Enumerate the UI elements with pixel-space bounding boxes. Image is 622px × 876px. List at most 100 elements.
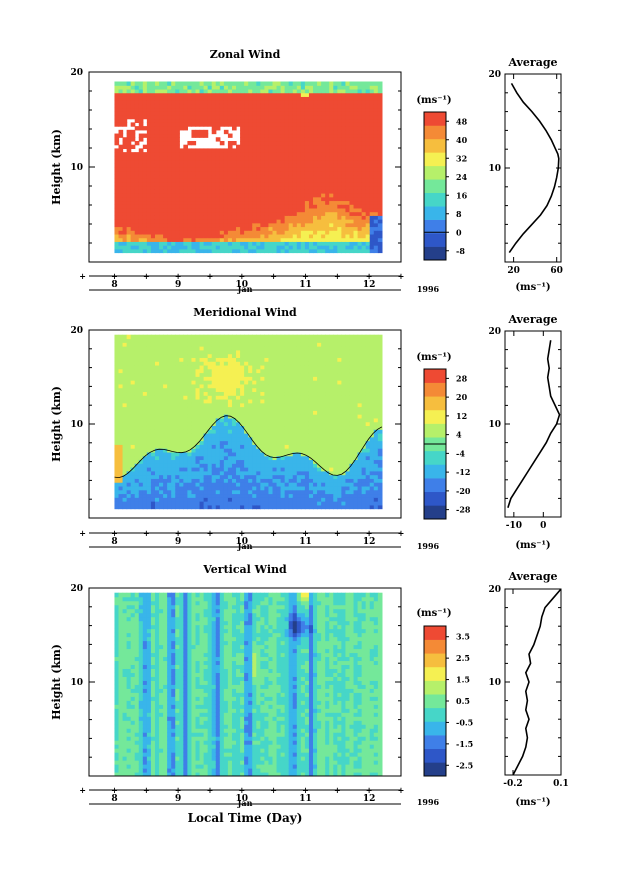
heatmap-cell — [276, 100, 282, 105]
heatmap-cell — [227, 448, 233, 453]
heatmap-cell — [154, 380, 160, 385]
heatmap-cell — [300, 170, 306, 176]
heatmap-cell — [227, 193, 233, 198]
heatmap-cell — [296, 122, 302, 127]
heatmap-cell — [215, 432, 221, 438]
heatmap-cell — [272, 100, 278, 105]
heatmap-cell — [219, 383, 225, 389]
heatmap-cell — [264, 215, 270, 220]
heatmap-cell — [118, 376, 124, 381]
heatmap-cell — [313, 103, 318, 109]
heatmap-cell — [191, 181, 197, 187]
heatmap-cell — [357, 152, 363, 157]
heatmap-cell — [130, 100, 136, 105]
heatmap-cell — [304, 111, 310, 116]
heatmap-cell — [130, 467, 136, 472]
heatmap-cell — [215, 207, 221, 213]
heatmap-cell — [146, 334, 152, 340]
heatmap-cell — [163, 140, 168, 146]
heatmap-cell — [317, 248, 322, 254]
heatmap-cell — [211, 196, 217, 202]
heatmap-cell — [333, 163, 338, 168]
heatmap-cell — [203, 233, 209, 239]
heatmap-cell — [118, 349, 124, 355]
heatmap-cell — [130, 349, 136, 355]
heatmap-cell — [272, 497, 278, 502]
heatmap-cell — [150, 107, 156, 112]
heatmap-cell — [191, 170, 197, 176]
heatmap-cell — [272, 122, 278, 127]
heatmap-cell — [313, 193, 318, 198]
heatmap-cell — [203, 474, 209, 479]
heatmap-cell — [349, 122, 355, 127]
heatmap-cell — [288, 230, 294, 235]
heatmap-cell — [175, 114, 180, 120]
heatmap-cell — [231, 463, 237, 468]
heatmap-cell — [365, 122, 371, 127]
heatmap-cell — [114, 485, 120, 491]
heatmap-cell — [203, 380, 209, 385]
time-marker: + — [111, 271, 118, 281]
heatmap-cell — [146, 129, 152, 135]
heatmap-cell — [171, 111, 176, 116]
heatmap-cell — [146, 395, 152, 400]
heatmap-cell — [308, 118, 314, 123]
heatmap-cell — [130, 167, 136, 172]
heatmap-cell — [154, 391, 160, 396]
heatmap-cell — [276, 414, 282, 419]
heatmap-cell — [163, 196, 168, 202]
heatmap-cell — [150, 455, 156, 461]
x-tick-label: 11 — [299, 280, 312, 290]
heatmap-cell — [357, 215, 363, 220]
heatmap-cell — [142, 338, 148, 343]
heatmap-cell — [280, 436, 286, 442]
heatmap-cell — [329, 118, 334, 123]
heatmap-cell — [195, 338, 201, 343]
heatmap-cell — [248, 230, 253, 235]
heatmap-cell — [171, 380, 176, 385]
heatmap-cell — [272, 467, 278, 472]
heatmap-cell — [199, 402, 205, 408]
heatmap-cell — [284, 100, 290, 105]
heatmap-cell — [195, 470, 201, 476]
heatmap-cell — [122, 137, 128, 142]
heatmap-cell — [195, 395, 201, 400]
heatmap-cell — [118, 204, 124, 209]
heatmap-cell — [369, 148, 375, 153]
heatmap-cell — [142, 100, 148, 105]
heatmap-cell — [211, 96, 217, 101]
heatmap-cell — [203, 421, 209, 427]
heatmap-cell — [308, 88, 314, 94]
heatmap-cell — [337, 211, 342, 216]
heatmap-cell — [252, 152, 257, 157]
heatmap-cell — [300, 111, 306, 116]
heatmap-cell — [341, 181, 347, 187]
heatmap-cell — [333, 129, 338, 135]
heatmap-cell — [179, 440, 184, 445]
colorbar-swatch — [424, 138, 446, 153]
heatmap-cell — [236, 436, 241, 442]
heatmap-cell — [223, 88, 229, 94]
heatmap-cell — [118, 467, 124, 472]
heatmap-cell — [236, 167, 241, 172]
heatmap-cell — [317, 200, 322, 205]
heatmap-cell — [264, 467, 270, 472]
heatmap-cell — [357, 248, 363, 254]
heatmap-cell — [227, 470, 233, 476]
heatmap-cell — [163, 126, 168, 131]
heatmap-cell — [150, 501, 156, 506]
heatmap-cell — [264, 118, 270, 123]
heatmap-cell — [171, 478, 176, 483]
heatmap-cell — [159, 364, 164, 370]
heatmap-cell — [207, 395, 213, 400]
heatmap-cell — [296, 92, 302, 97]
heatmap-cell — [227, 200, 233, 205]
heatmap-cell — [142, 144, 148, 150]
heatmap-cell — [163, 88, 168, 94]
heatmap-cell — [187, 155, 193, 161]
heatmap-cell — [199, 215, 205, 220]
heatmap-cell — [292, 248, 298, 254]
heatmap-cell — [114, 96, 120, 101]
heatmap-cell — [195, 383, 201, 389]
heatmap-cell — [345, 81, 351, 86]
